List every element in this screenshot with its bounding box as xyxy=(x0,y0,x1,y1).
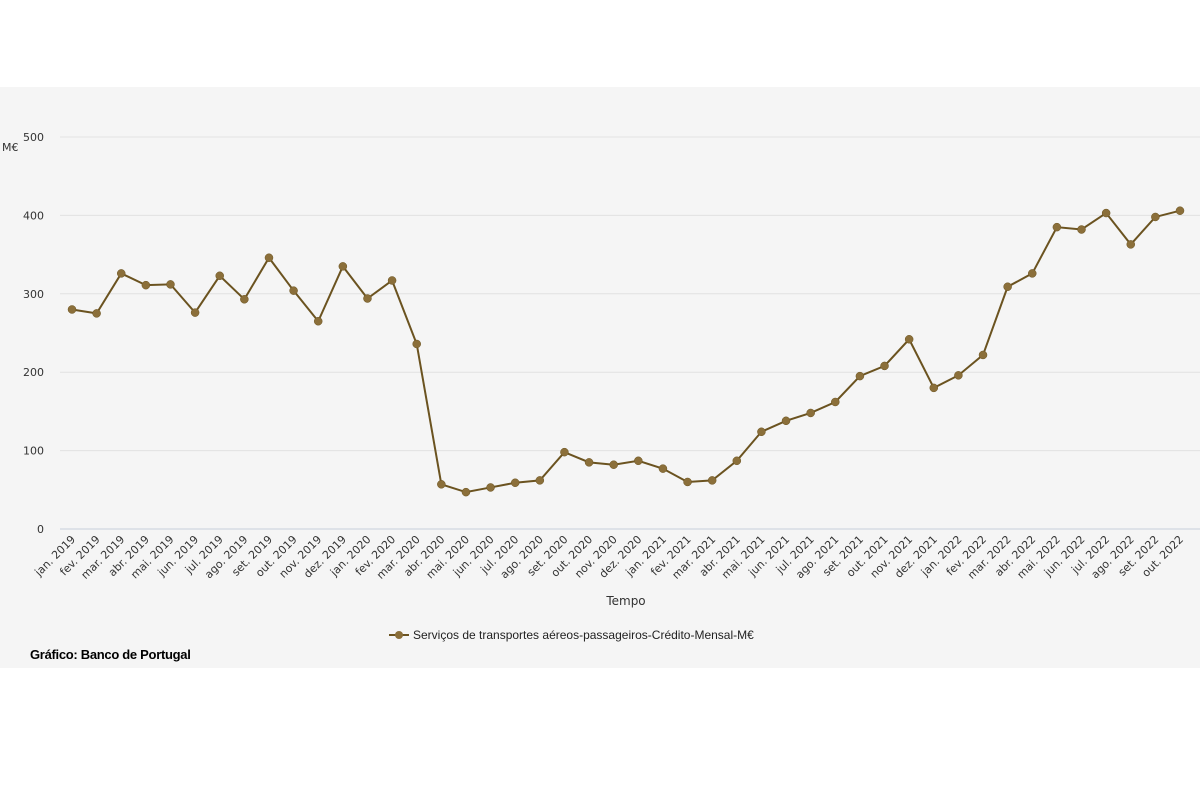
data-point xyxy=(510,478,520,487)
data-point xyxy=(658,464,668,473)
data-point xyxy=(634,456,643,466)
data-point xyxy=(387,276,397,285)
data-point xyxy=(1077,225,1086,234)
data-point xyxy=(461,487,471,497)
data-point xyxy=(215,271,224,281)
data-point xyxy=(1052,222,1062,232)
data-point xyxy=(264,253,274,262)
legend-label: Serviços de transportes aéreos-passageir… xyxy=(413,628,754,642)
x-axis-label: Tempo xyxy=(605,594,645,608)
data-point xyxy=(683,477,692,487)
data-point xyxy=(116,269,126,278)
data-point xyxy=(363,294,372,303)
data-point xyxy=(1028,269,1037,278)
data-point xyxy=(535,476,545,485)
data-point xyxy=(757,427,766,437)
data-point xyxy=(880,361,889,371)
data-point xyxy=(1151,212,1160,222)
data-point xyxy=(781,416,791,426)
y-tick-label: 500 xyxy=(23,131,44,144)
data-point xyxy=(92,309,101,318)
data-point xyxy=(412,339,421,349)
data-point xyxy=(190,308,200,317)
data-point xyxy=(1003,282,1012,291)
data-point xyxy=(166,280,175,289)
data-point xyxy=(338,262,348,271)
data-point xyxy=(560,447,569,457)
y-tick-label: 200 xyxy=(23,366,44,379)
series-line xyxy=(71,209,1181,494)
data-point xyxy=(954,371,963,380)
data-point xyxy=(831,397,840,407)
data-point xyxy=(486,483,495,492)
data-point xyxy=(904,335,914,344)
y-tick-label: 0 xyxy=(37,523,44,536)
chart-credit: Gráfico: Banco de Portugal xyxy=(30,647,191,662)
data-point xyxy=(1126,240,1136,249)
data-point xyxy=(67,305,77,314)
data-point xyxy=(1175,206,1185,215)
data-point xyxy=(313,316,323,326)
y-axis-label: M€ xyxy=(2,141,19,154)
data-point xyxy=(240,295,249,304)
data-point xyxy=(978,350,988,360)
data-point xyxy=(929,383,939,393)
y-tick-label: 400 xyxy=(23,209,44,222)
data-point xyxy=(1101,208,1111,218)
data-point xyxy=(437,480,446,489)
data-point xyxy=(707,476,717,485)
data-point xyxy=(289,286,298,295)
data-point xyxy=(855,371,865,381)
data-point xyxy=(141,280,151,290)
data-point xyxy=(732,456,742,466)
legend-marker xyxy=(395,631,403,639)
chart-panel xyxy=(0,87,1200,668)
y-tick-label: 100 xyxy=(23,445,44,458)
data-point xyxy=(584,458,594,467)
data-point xyxy=(806,408,815,418)
y-tick-label: 300 xyxy=(23,288,44,301)
data-point xyxy=(609,460,618,469)
